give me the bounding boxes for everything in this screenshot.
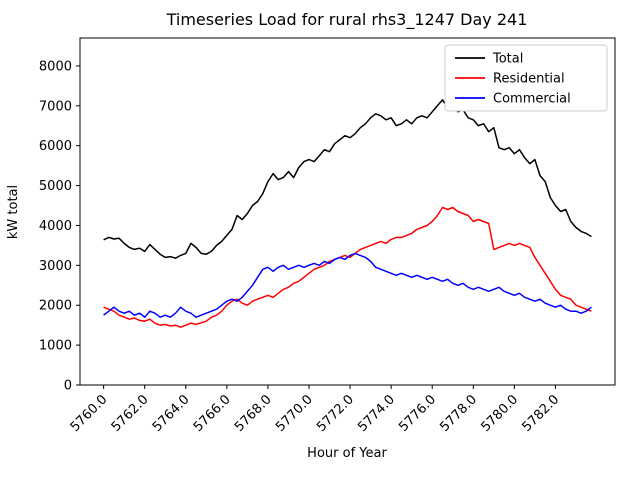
y-tick-label: 1000	[39, 339, 72, 354]
legend-label-total: Total	[492, 52, 523, 67]
chart-title: Timeseries Load for rural rhs3_1247 Day …	[166, 10, 528, 30]
plot-border	[79, 37, 616, 386]
y-tick-label: 6000	[39, 139, 72, 154]
legend-label-commercial: Commercial	[493, 92, 571, 107]
y-tick-label: 0	[64, 379, 72, 394]
y-tick-label: 3000	[39, 259, 72, 274]
series-line-residential	[103, 206, 592, 328]
y-axis-ticks: 0 1000 2000 3000 4000 5000 6000 7000 8000	[39, 59, 80, 394]
y-tick-label: 7000	[39, 99, 72, 114]
legend-box	[444, 44, 608, 112]
series-line-total	[103, 99, 592, 259]
legend: Total Residential Commercial	[444, 44, 608, 112]
y-tick-label: 4000	[39, 219, 72, 234]
y-tick-label: 8000	[39, 59, 72, 74]
series-line-commercial	[103, 252, 592, 318]
x-axis-label: Hour of Year	[307, 446, 387, 461]
y-axis-label: kW total	[6, 185, 21, 239]
y-tick-label: 5000	[39, 179, 72, 194]
y-tick-label: 2000	[39, 299, 72, 314]
legend-label-residential: Residential	[493, 72, 565, 87]
series-lines	[103, 99, 592, 328]
